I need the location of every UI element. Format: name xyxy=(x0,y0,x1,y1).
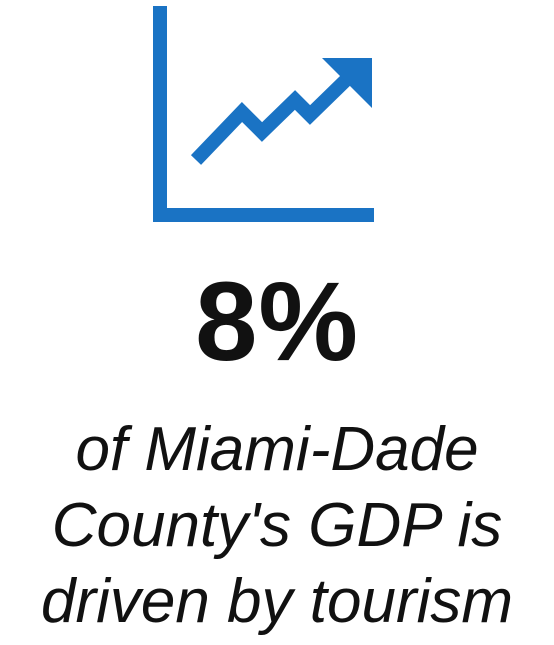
caption-line: driven by tourism xyxy=(40,567,514,636)
stat-caption: of Miami-Dade County's GDP is driven by … xyxy=(0,412,554,640)
stat-value: 8% xyxy=(195,259,359,384)
arrow-head xyxy=(322,58,372,108)
trending-up-chart-icon xyxy=(153,6,374,222)
caption-line: of Miami-Dade xyxy=(75,415,479,484)
caption-line: County's GDP is xyxy=(51,491,503,560)
trend-line xyxy=(190,72,353,165)
chart-axes xyxy=(153,6,374,222)
